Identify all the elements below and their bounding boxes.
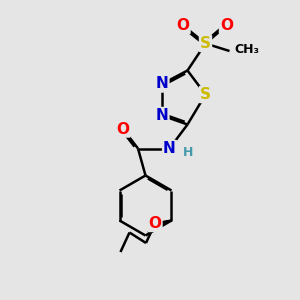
Text: O: O bbox=[148, 216, 161, 231]
Text: O: O bbox=[176, 18, 190, 33]
Text: O: O bbox=[116, 122, 130, 136]
Text: H: H bbox=[183, 146, 194, 159]
Text: N: N bbox=[163, 141, 176, 156]
Text: O: O bbox=[220, 18, 233, 33]
Text: S: S bbox=[200, 87, 211, 102]
Text: S: S bbox=[200, 36, 211, 51]
Text: N: N bbox=[156, 108, 168, 123]
Text: N: N bbox=[156, 76, 168, 92]
Text: CH₃: CH₃ bbox=[234, 43, 259, 56]
